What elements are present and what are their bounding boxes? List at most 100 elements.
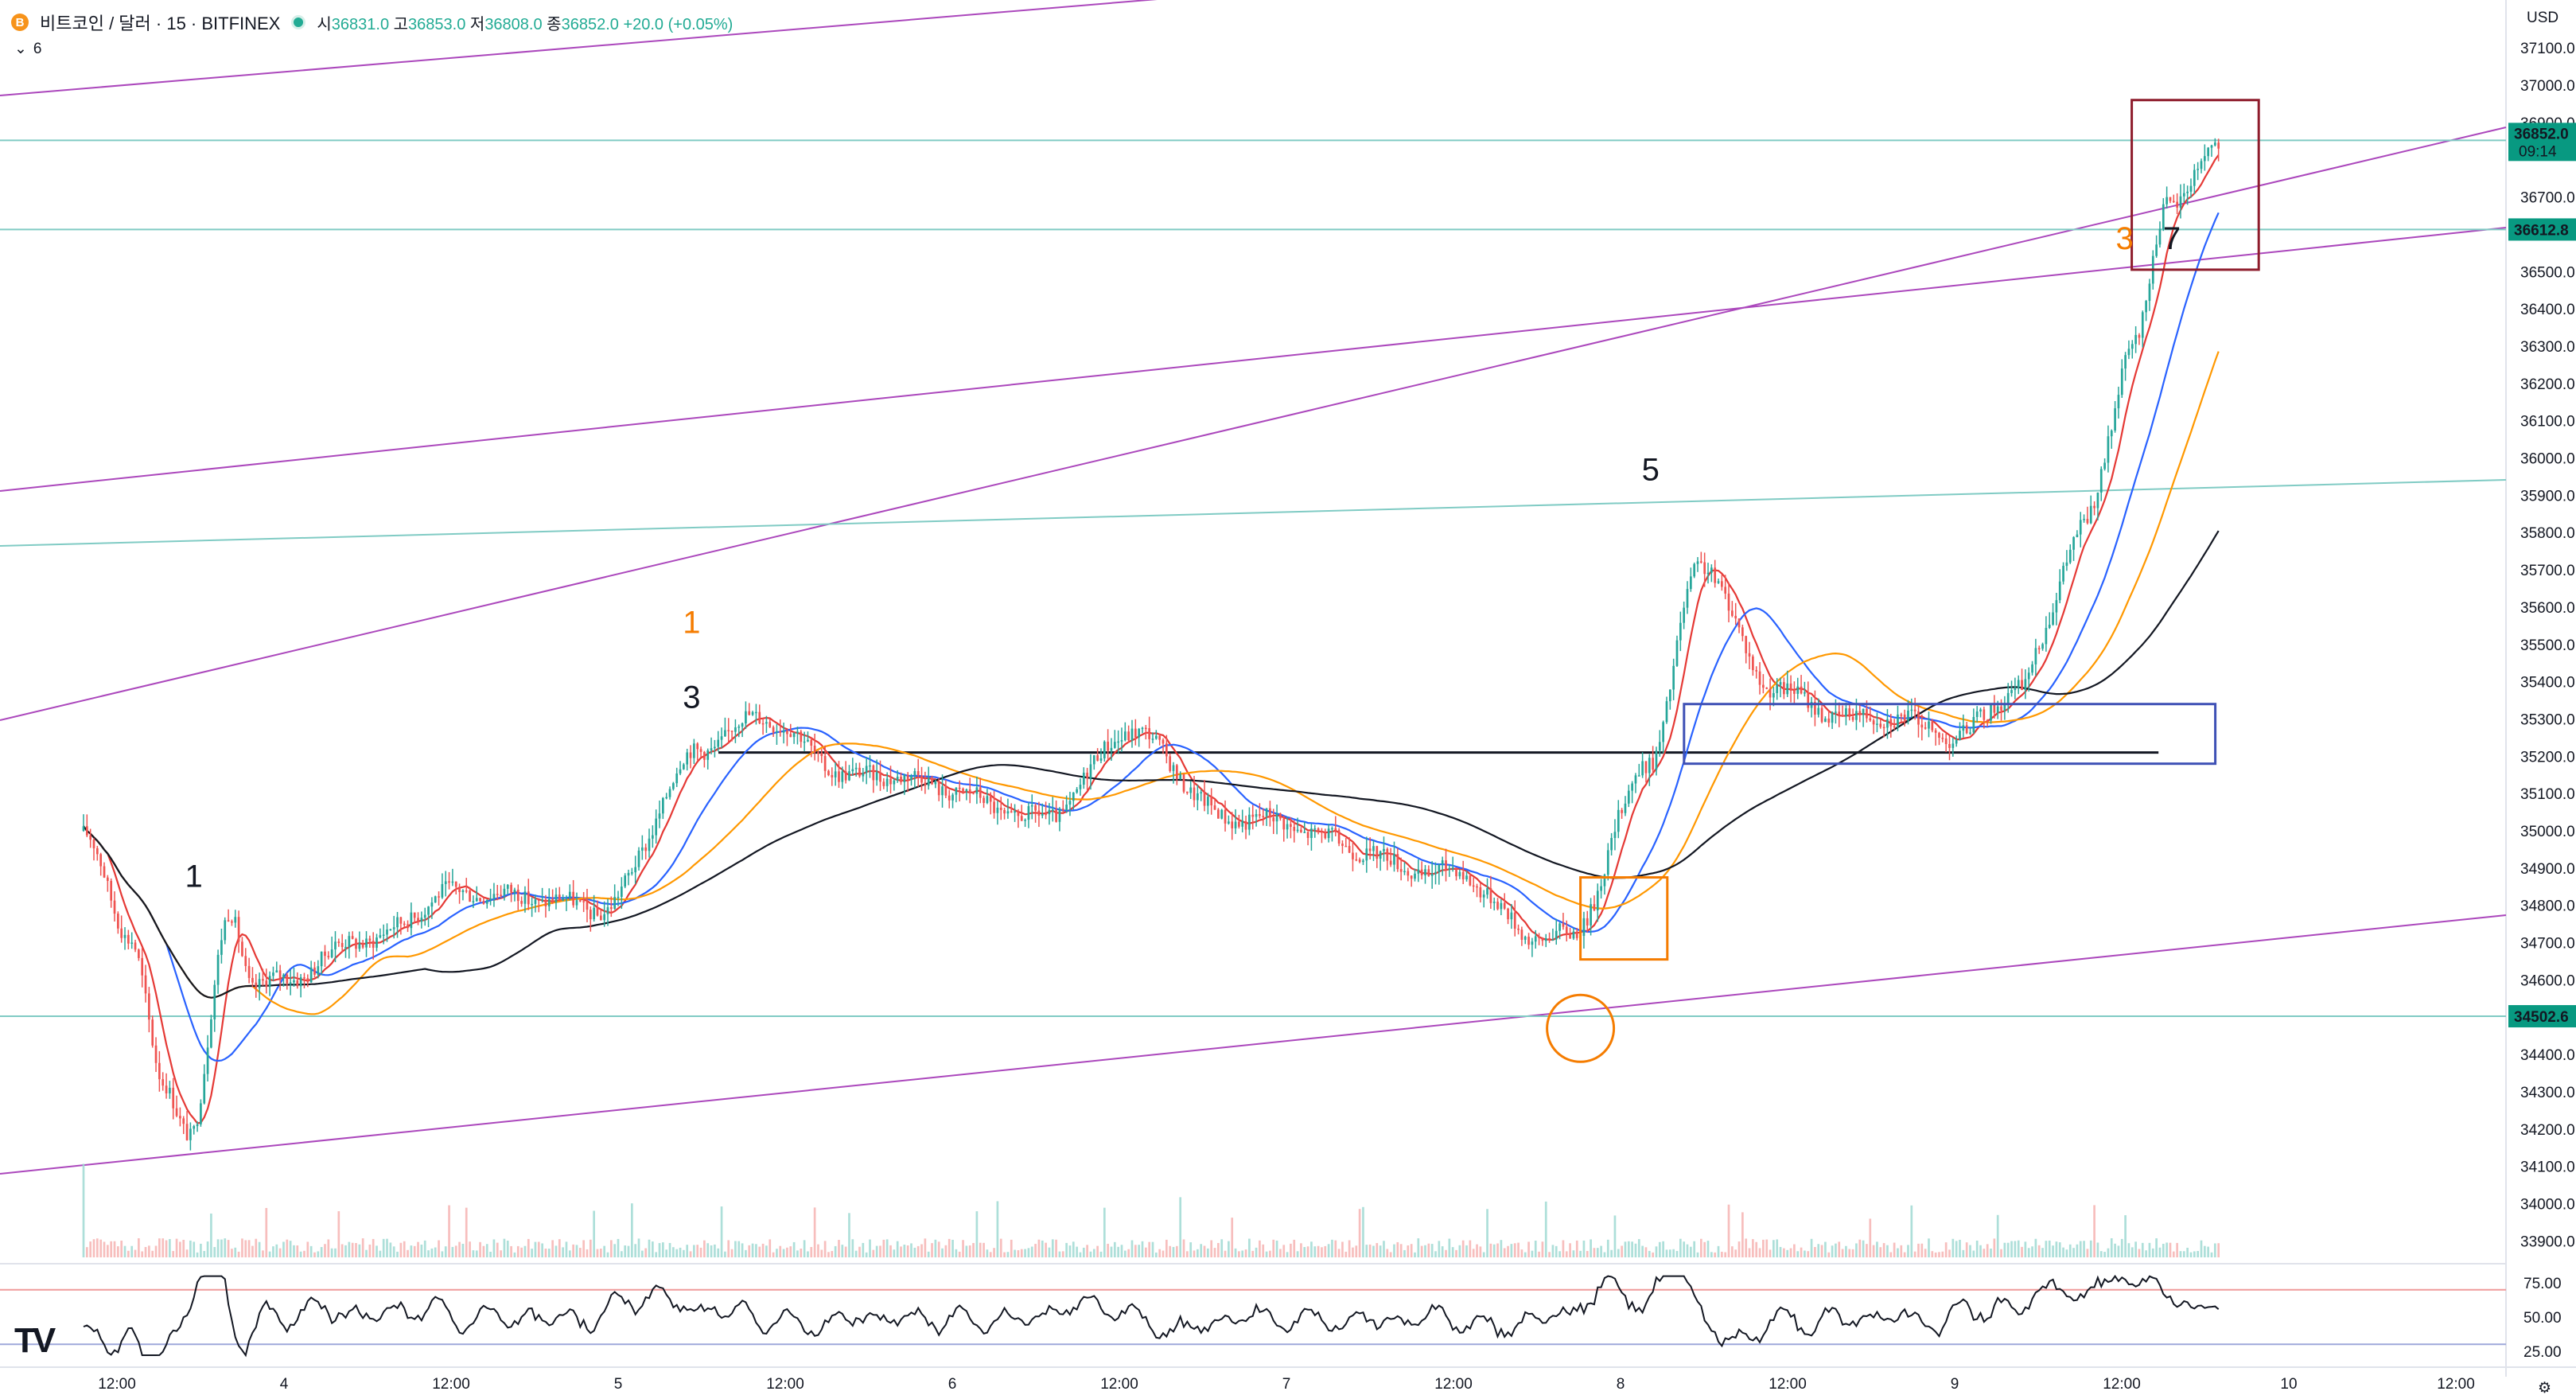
volume-bar bbox=[1979, 1245, 1982, 1257]
volume-bar bbox=[1562, 1240, 1565, 1257]
candle-body bbox=[1603, 875, 1606, 887]
volume-bar bbox=[141, 1251, 144, 1257]
candle-body bbox=[169, 1087, 171, 1093]
candle-body bbox=[889, 778, 892, 785]
candle-body bbox=[924, 782, 927, 786]
candle-body bbox=[844, 771, 847, 781]
volume-bar bbox=[1858, 1239, 1862, 1257]
candle-body bbox=[340, 942, 344, 947]
price-tick-label: 37000.0 bbox=[2520, 78, 2575, 95]
candle-body bbox=[792, 733, 796, 738]
volume-bar bbox=[1548, 1252, 1551, 1257]
candle-body bbox=[1582, 918, 1586, 937]
volume-bar bbox=[1293, 1239, 1296, 1257]
volume-bar bbox=[134, 1249, 137, 1257]
candle-body bbox=[1869, 718, 1872, 721]
volume-bar bbox=[355, 1243, 357, 1257]
candle-body bbox=[1652, 758, 1654, 770]
candle-body bbox=[303, 977, 305, 979]
volume-bar bbox=[979, 1242, 982, 1257]
candle-body bbox=[1534, 936, 1537, 942]
candle-body bbox=[1779, 682, 1782, 685]
volume-bar bbox=[975, 1211, 979, 1257]
volume-bar bbox=[679, 1247, 682, 1257]
volume-bar bbox=[782, 1249, 785, 1257]
orange-box bbox=[1579, 876, 1669, 961]
volume-bar bbox=[1451, 1247, 1454, 1257]
candle-body bbox=[1303, 832, 1306, 833]
volume-bar bbox=[655, 1252, 658, 1257]
candle-body bbox=[1427, 869, 1430, 876]
indicator-toggle[interactable]: ⌄ 6 bbox=[14, 40, 42, 58]
volume-bar bbox=[1310, 1241, 1313, 1257]
candle-body bbox=[2072, 537, 2075, 550]
volume-bar bbox=[1141, 1241, 1144, 1257]
candle-body bbox=[1689, 576, 1692, 590]
volume-bar bbox=[593, 1210, 595, 1257]
volume-bar bbox=[803, 1240, 806, 1257]
volume-bar bbox=[993, 1248, 995, 1257]
candle-body bbox=[368, 938, 372, 941]
current-price-tag bbox=[2508, 123, 2576, 162]
candle-body bbox=[161, 1079, 165, 1086]
volume-bar bbox=[547, 1249, 551, 1257]
volume-bar bbox=[1383, 1241, 1385, 1257]
candle-body bbox=[1383, 848, 1385, 851]
volume-bar bbox=[838, 1240, 840, 1257]
candle-body bbox=[944, 786, 948, 796]
candle-body bbox=[1344, 845, 1348, 848]
symbol-title[interactable]: 비트코인 / 달러 · 15 · BITFINEX bbox=[40, 14, 281, 33]
volume-bar bbox=[1869, 1218, 1872, 1257]
volume-bar bbox=[1731, 1246, 1734, 1257]
candle-body bbox=[1438, 864, 1441, 872]
volume-bar bbox=[2182, 1251, 2185, 1257]
candle-body bbox=[2103, 462, 2106, 470]
candle-body bbox=[1920, 724, 1924, 728]
candle-body bbox=[107, 877, 109, 881]
volume-bar bbox=[196, 1252, 199, 1257]
candle-body bbox=[1600, 886, 1602, 891]
volume-bar bbox=[1144, 1247, 1147, 1257]
volume-bar bbox=[765, 1245, 768, 1257]
candle-body bbox=[1979, 709, 1982, 712]
volume-bar bbox=[2058, 1242, 2061, 1257]
volume-bar bbox=[120, 1240, 123, 1257]
volume-bar bbox=[1479, 1246, 1482, 1257]
volume-bar bbox=[800, 1249, 803, 1257]
candle-body bbox=[634, 867, 637, 873]
volume-bar bbox=[1269, 1250, 1271, 1257]
price-tick-label: 36400.0 bbox=[2520, 302, 2575, 318]
candle-body bbox=[2145, 301, 2147, 313]
candle-body bbox=[1990, 704, 1992, 721]
volume-bar bbox=[1907, 1245, 1909, 1257]
candle-body bbox=[165, 1085, 168, 1093]
candle-body bbox=[841, 771, 844, 782]
candle-body bbox=[1910, 709, 1913, 711]
candle-body bbox=[334, 941, 337, 950]
candle-body bbox=[827, 770, 830, 775]
candle-body bbox=[2193, 170, 2196, 186]
volume-bar bbox=[2200, 1240, 2203, 1257]
candle-body bbox=[434, 896, 437, 903]
volume-bar bbox=[358, 1244, 361, 1257]
volume-bar bbox=[1845, 1245, 1847, 1257]
chevron-down-icon[interactable]: ⌄ bbox=[14, 41, 27, 57]
volume-bar bbox=[175, 1238, 178, 1257]
candle-body bbox=[1103, 741, 1106, 758]
volume-bar bbox=[999, 1238, 1002, 1257]
candle-body bbox=[1838, 711, 1841, 715]
volume-bar bbox=[1699, 1238, 1702, 1257]
candle-body bbox=[516, 890, 519, 902]
candle-body bbox=[1300, 829, 1302, 832]
candle-body bbox=[1055, 809, 1057, 822]
candle-body bbox=[1703, 562, 1706, 575]
volume-bar bbox=[1565, 1251, 1568, 1257]
candle-body bbox=[1886, 719, 1889, 728]
volume-bar bbox=[1469, 1240, 1472, 1257]
tradingview-logo[interactable]: TV bbox=[14, 1321, 56, 1360]
time-tick-label: 7 bbox=[1282, 1376, 1291, 1393]
volume-bar bbox=[1123, 1250, 1127, 1257]
volume-bar bbox=[924, 1238, 927, 1257]
